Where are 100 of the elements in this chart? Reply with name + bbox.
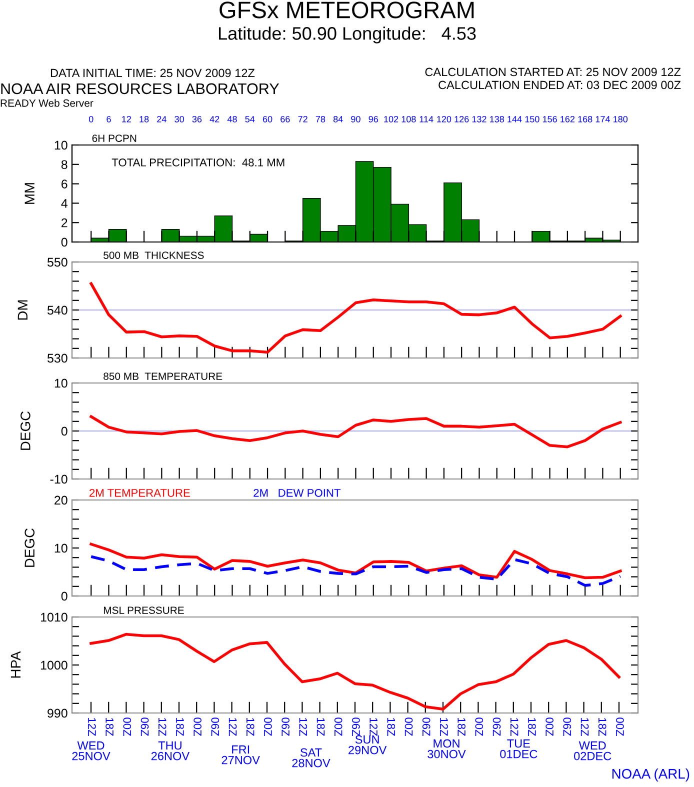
y-axis-title: DEGC	[20, 411, 30, 450]
annotation: TOTAL PRECIPITATION: 48.1 MM	[112, 158, 284, 166]
y-tick-label: -10	[50, 474, 68, 484]
chart-title: GFSx METEOROGRAM	[220, 2, 474, 18]
x2-tick-label: 180	[614, 116, 628, 122]
x-tick-label: 00Z	[404, 718, 413, 736]
text: NOAA AIR RESOURCES LABORATORY	[1, 83, 280, 94]
x2-tick-label: 144	[508, 116, 522, 122]
x2-tick-label: 132	[472, 116, 486, 122]
text: SUN 29NOV	[348, 735, 387, 754]
x-tick-label: 00Z	[546, 718, 554, 736]
y-tick-label: 0	[61, 592, 68, 601]
x-tick-label: 12Z	[580, 718, 589, 736]
x2-tick-label: 6	[106, 116, 111, 122]
y-tick-label: 20	[54, 496, 68, 505]
x-tick-label: 00Z	[475, 718, 484, 736]
y-tick-label: 0	[61, 238, 68, 247]
text: NOAA (ARL)	[612, 768, 690, 782]
x-tick-label: 06Z	[563, 718, 572, 736]
y-tick-label: 1010	[40, 612, 68, 622]
x2-tick-label: 84	[333, 116, 343, 122]
text: 2M TEMPERATURE	[90, 488, 190, 497]
x2-tick-label: 120	[437, 116, 452, 122]
y-tick-label: 0	[61, 426, 68, 436]
x-tick-label: 12Z	[158, 718, 166, 736]
x2-tick-label: 54	[245, 116, 255, 122]
x-tick-label: 00Z	[123, 718, 132, 736]
chart-title: 500 MB THICKNESS	[104, 252, 204, 259]
y-tick-label: 990	[48, 708, 68, 718]
text: TUE 01DEC	[500, 739, 538, 758]
x-tick-label: 12Z	[510, 718, 518, 736]
x-tick-label: 00Z	[616, 718, 624, 736]
x-tick-label: 00Z	[194, 718, 202, 736]
x2-tick-label: 174	[596, 116, 610, 122]
x2-tick-label: 12	[122, 116, 131, 122]
text: FRI 27NOV	[222, 745, 260, 764]
x2-tick-label: 108	[402, 116, 416, 122]
x-tick-label: 18Z	[458, 718, 466, 736]
x-tick-label: 06Z	[140, 718, 149, 736]
text: CALCULATION STARTED AT: 25 NOV 2009 12Z	[425, 68, 681, 76]
chart-title: 850 MB TEMPERATURE	[104, 372, 222, 380]
x-tick-label: 12Z	[299, 718, 308, 736]
x2-tick-label: 156	[542, 116, 557, 122]
text: MON 30NOV	[428, 739, 466, 758]
text: SAT 28NOV	[292, 748, 330, 768]
text: 2M DEW POINT	[254, 488, 341, 497]
y-tick-label: 4	[61, 199, 68, 208]
text: DATA INITIAL TIME: 25 NOV 2009 12Z	[50, 68, 255, 78]
y-tick-label: 540	[47, 306, 68, 315]
x2-tick-label: 90	[351, 116, 360, 122]
text: THU 26NOV	[151, 741, 190, 760]
y-axis-title: DEGC	[24, 528, 35, 567]
x2-tick-label: 42	[210, 116, 220, 122]
y-tick-label: 8	[61, 160, 68, 170]
y-tick-label: 530	[47, 354, 68, 363]
x2-tick-label: 138	[490, 116, 504, 122]
y-tick-label: 10	[54, 544, 68, 553]
x-tick-label: 12Z	[88, 718, 96, 736]
text: WED 25NOV	[72, 741, 110, 760]
x2-tick-label: 162	[560, 116, 575, 122]
x-tick-label: 18Z	[387, 718, 396, 736]
x2-tick-label: 48	[227, 116, 237, 122]
chart-subtitle: Latitude: 50.90 Longitude: 4.53	[218, 26, 476, 44]
x2-tick-label: 102	[384, 116, 398, 122]
text: WED 02DEC	[574, 741, 612, 760]
y-axis-title: HPA	[10, 651, 20, 678]
x2-tick-label: 36	[192, 116, 202, 122]
y-axis-title: DM	[18, 300, 28, 320]
x2-tick-label: 66	[280, 116, 290, 122]
x2-tick-label: 60	[262, 116, 272, 122]
x2-tick-label: 168	[578, 116, 592, 122]
x2-tick-label: 18	[140, 116, 149, 122]
x2-tick-label: 24	[157, 116, 166, 122]
y-tick-label: 10	[54, 140, 68, 150]
x2-tick-label: 126	[454, 116, 469, 122]
x-tick-label: 18Z	[106, 718, 114, 736]
x-tick-label: 18Z	[528, 718, 536, 736]
x2-tick-label: 78	[316, 116, 326, 122]
y-tick-label: 550	[47, 258, 68, 267]
x-tick-label: 18Z	[176, 718, 184, 736]
text: READY Web Server	[0, 99, 94, 107]
text: CALCULATION ENDED AT: 03 DEC 2009 00Z	[438, 80, 681, 90]
chart-title: MSL PRESSURE	[104, 606, 184, 614]
x2-tick-label: 30	[174, 116, 184, 122]
y-tick-label: 2	[62, 218, 68, 228]
text: 6H PCPN	[92, 134, 136, 142]
x2-tick-label: 96	[368, 116, 378, 122]
y-axis-title: MM	[24, 183, 34, 204]
x-tick-label: 06Z	[492, 718, 501, 736]
y-tick-label: 10	[54, 378, 68, 388]
x2-tick-label: 150	[525, 116, 540, 122]
x-tick-label: 06Z	[352, 718, 360, 736]
x2-tick-label: 114	[420, 116, 434, 122]
x2-tick-label: 72	[298, 116, 308, 122]
x-tick-label: 18Z	[598, 718, 606, 736]
y-tick-label: 6	[62, 180, 68, 188]
x-tick-label: 18Z	[316, 718, 325, 736]
x-tick-label: 12Z	[228, 718, 237, 736]
x-tick-label: 00Z	[334, 718, 342, 736]
x-tick-label: 06Z	[422, 718, 430, 736]
